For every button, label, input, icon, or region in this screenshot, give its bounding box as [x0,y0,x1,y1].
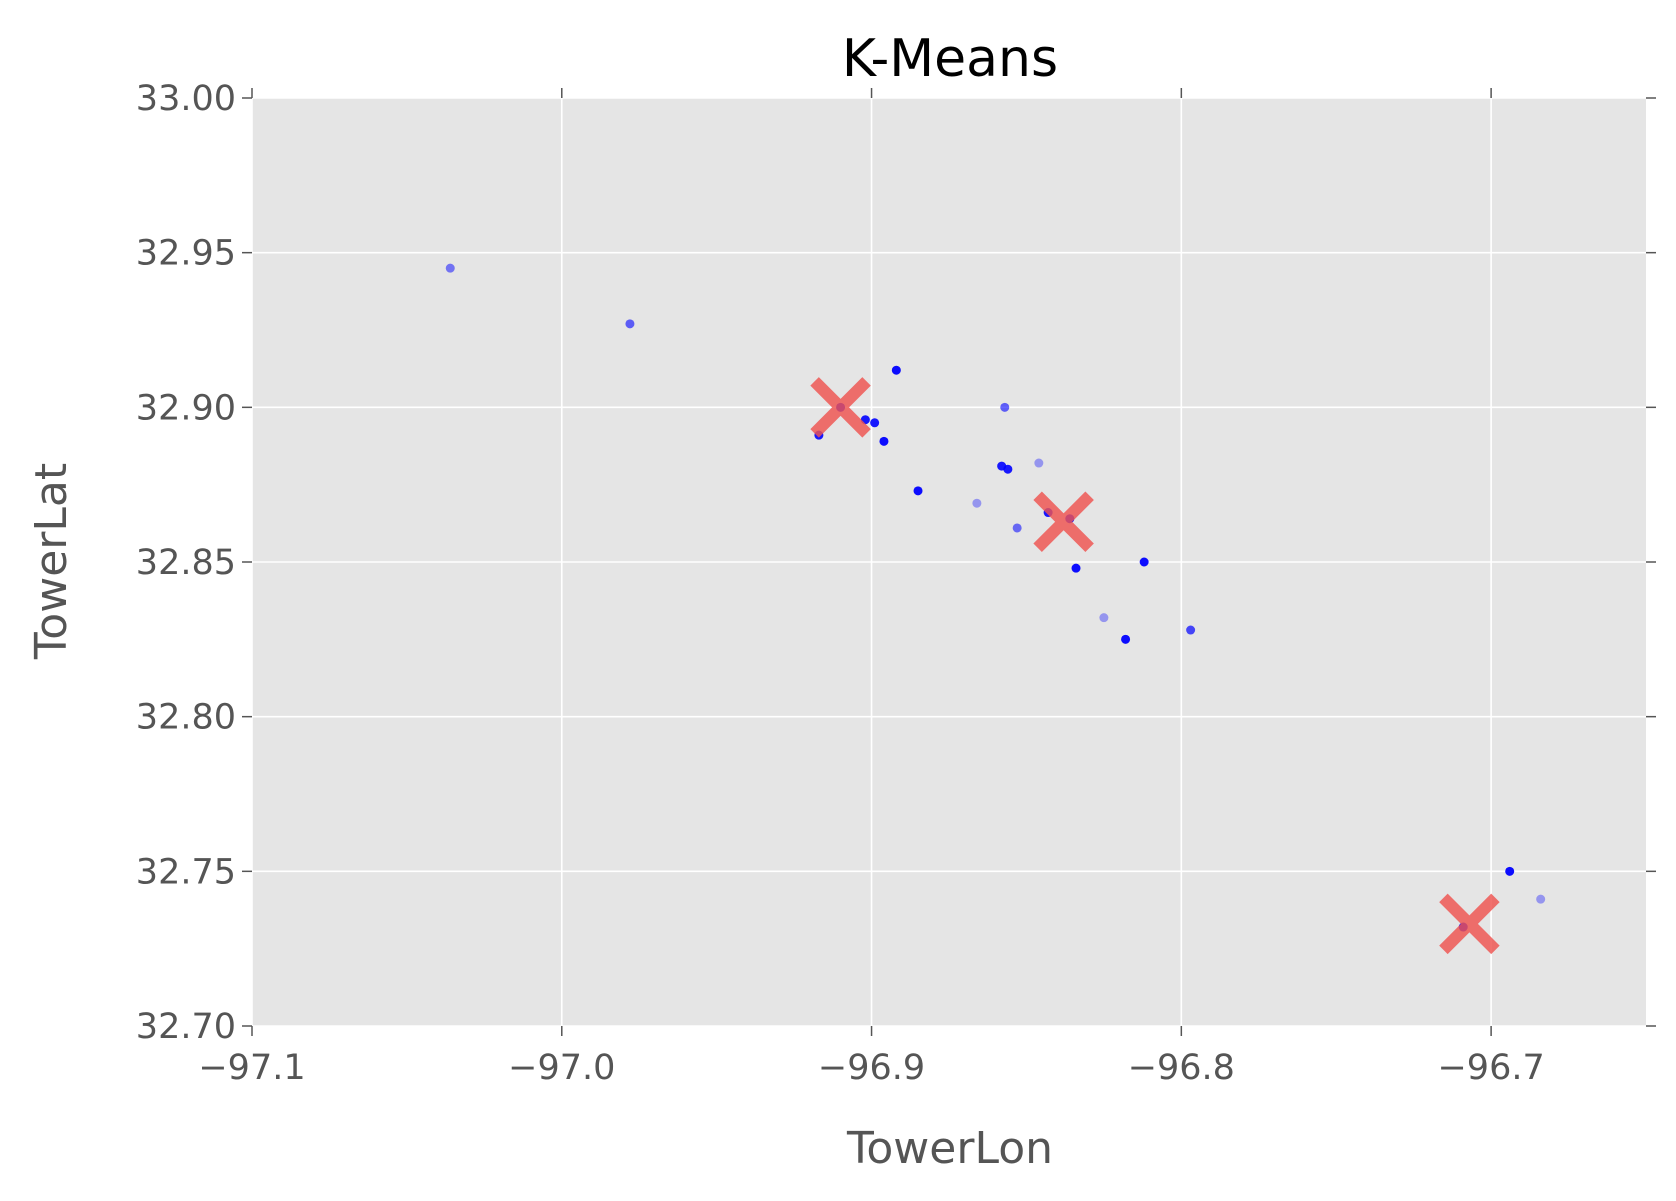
data-point [1071,563,1081,573]
data-point [913,486,923,496]
data-point [1139,557,1149,567]
x-tick-label: −96.8 [1128,1048,1235,1088]
x-tick-label: −96.9 [818,1048,925,1088]
data-point [870,418,880,428]
axis-ticks [242,88,1656,1036]
data-point [879,436,889,446]
y-tick-label: 32.90 [136,388,236,428]
y-tick-label: 33.00 [136,79,236,119]
data-point [891,365,901,375]
x-axis-label: TowerLon [846,1123,1053,1174]
y-tick-labels: 32.70 32.75 32.80 32.85 32.90 32.95 33.00 [136,79,236,1047]
data-point [1012,523,1022,533]
centroid-x-marker [1033,491,1094,553]
y-axis-label: TowerLat [26,463,77,660]
data-point [1003,464,1013,474]
chart-title: K-Means [842,29,1058,89]
y-tick-label: 32.75 [136,852,236,892]
centroid-markers [810,377,1500,955]
data-point [1186,625,1196,635]
grid-lines [251,97,1646,1027]
data-point [1121,634,1131,644]
centroid-x-marker [1439,893,1500,955]
y-tick-label: 32.70 [136,1007,236,1047]
x-tick-label: −96.7 [1437,1048,1544,1088]
data-point [1034,458,1044,468]
data-point [1000,402,1010,412]
x-tick-label: −97.0 [508,1048,615,1088]
data-point [625,319,635,329]
y-tick-label: 32.80 [136,698,236,738]
data-point [445,263,455,273]
data-point [1536,894,1546,904]
centroid-x-marker [810,377,871,438]
data-point [1099,613,1109,623]
x-tick-label: −97.1 [198,1048,305,1088]
y-tick-label: 32.85 [136,543,236,583]
y-tick-label: 32.95 [136,234,236,274]
data-point [972,498,982,508]
data-point [1505,866,1515,876]
x-tick-labels: −97.1 −97.0 −96.9 −96.8 −96.7 [198,1048,1544,1088]
